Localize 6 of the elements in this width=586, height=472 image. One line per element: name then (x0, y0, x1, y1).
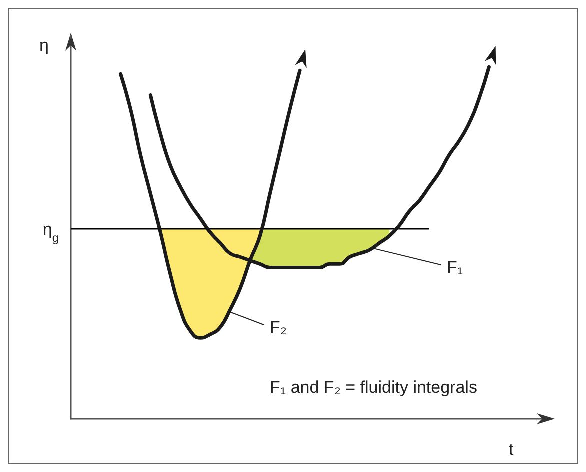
ref-line-label: η$_{g}$ (42, 220, 59, 245)
annotation: F₁ and F₂ = fluidity integrals (270, 378, 478, 397)
annotation: F₁ (447, 258, 464, 277)
y-axis-title: η (40, 36, 49, 55)
x-axis-title: t (509, 440, 514, 459)
annotation: F₂ (270, 318, 287, 337)
